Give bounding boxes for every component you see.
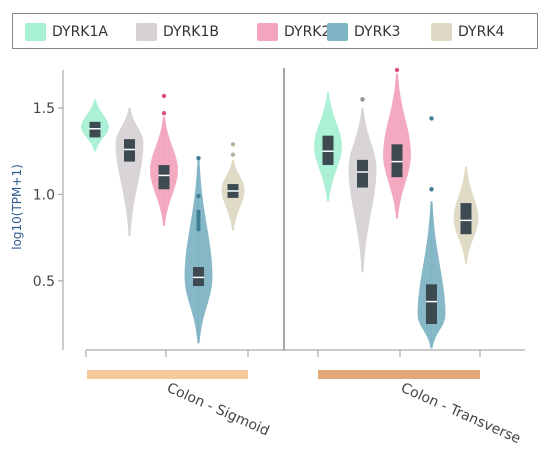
outlier-point <box>196 212 201 218</box>
outlier-point <box>360 97 365 102</box>
violin-dyrk3 <box>417 116 446 349</box>
violin-box <box>124 139 135 162</box>
violin-box <box>357 159 368 188</box>
y-tick-label: 0.5 <box>33 274 55 290</box>
violin-dyrk1b <box>348 97 377 273</box>
legend-swatch <box>25 23 46 41</box>
outlier-point <box>196 219 201 225</box>
legend-swatch <box>327 23 348 41</box>
violin-box <box>426 284 437 325</box>
legend-label: DYRK1B <box>163 24 219 40</box>
violin-dyrk4 <box>221 142 245 231</box>
legend-swatch <box>431 23 452 41</box>
outlier-point <box>196 223 201 228</box>
violin-box <box>391 144 403 178</box>
legend-item-dyrk4[interactable]: DYRK4 <box>431 22 504 42</box>
legend-item-dyrk1a[interactable]: DYRK1A <box>25 22 108 42</box>
violin-dyrk2 <box>150 93 178 226</box>
y-tick-label: 1.0 <box>33 187 55 203</box>
outlier-point <box>196 209 201 214</box>
legend-swatch <box>257 23 278 41</box>
violin-dyrk1a <box>81 99 109 152</box>
legend-label: DYRK3 <box>354 24 401 40</box>
violin-box <box>193 267 204 287</box>
violin-box <box>322 135 334 166</box>
y-axis-label: log10(TPM+1) <box>10 164 24 250</box>
group-bar <box>318 370 480 379</box>
legend-item-dyrk1b[interactable]: DYRK1B <box>136 22 219 42</box>
violin-dyrk1b <box>115 108 144 236</box>
violin-dyrk3 <box>184 155 213 344</box>
legend-item-dyrk2[interactable]: DYRK2 <box>257 22 330 42</box>
group-bar <box>87 370 248 379</box>
outlier-point <box>161 93 167 99</box>
group-labels: Colon - Sigmoid Colon - Transverse <box>85 350 523 447</box>
violins-layer <box>81 67 479 349</box>
outlier-point <box>196 155 201 161</box>
violin-dyrk1a <box>314 92 342 202</box>
outlier-point <box>196 226 201 232</box>
outlier-point <box>429 187 434 192</box>
y-ticks: 0.5 1.0 1.5 <box>33 101 63 290</box>
outlier-point <box>196 193 201 199</box>
violin-box <box>158 165 170 190</box>
violin-box <box>89 121 101 138</box>
group-label: Colon - Transverse <box>398 380 523 447</box>
outlier-point <box>230 142 236 147</box>
outlier-point <box>196 216 201 221</box>
legend-swatch <box>136 23 157 41</box>
legend: DYRK1A DYRK1B DYRK2 DYRK3 DYRK4 <box>12 13 538 49</box>
legend-item-dyrk3[interactable]: DYRK3 <box>327 22 400 42</box>
legend-label: DYRK2 <box>284 24 331 40</box>
legend-label: DYRK4 <box>458 24 505 40</box>
outlier-point <box>394 67 400 73</box>
group-label: Colon - Sigmoid <box>164 380 271 439</box>
outlier-point <box>161 111 167 116</box>
violin-box <box>460 203 472 235</box>
outlier-point <box>230 152 236 157</box>
y-tick-label: 1.5 <box>33 101 55 117</box>
outlier-point <box>429 116 434 121</box>
violin-dyrk2 <box>383 67 411 219</box>
legend-label: DYRK1A <box>52 24 108 40</box>
violin-dyrk4 <box>453 166 479 264</box>
